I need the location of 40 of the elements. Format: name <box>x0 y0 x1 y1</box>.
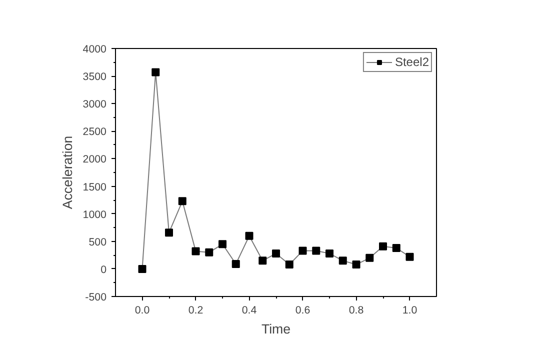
x-tick-label: 0.2 <box>188 304 204 316</box>
point <box>192 247 200 256</box>
x-tick-label: 0.0 <box>134 304 150 316</box>
point <box>218 240 226 248</box>
point <box>232 260 240 268</box>
point <box>165 228 173 237</box>
y-tick-label: 500 <box>88 236 107 248</box>
legend-label: Steel2 <box>394 55 429 69</box>
y-tick-label: -500 <box>85 292 107 304</box>
point <box>205 248 214 256</box>
y-tick-label: 3500 <box>82 71 107 84</box>
point <box>298 246 307 255</box>
point <box>406 252 414 261</box>
y-tick-label: 1000 <box>82 208 107 221</box>
point <box>272 250 280 258</box>
y-tick-label: 2000 <box>82 154 107 166</box>
point <box>338 256 347 265</box>
y-tick-label: 2500 <box>82 126 107 138</box>
y-tick-label: 0 <box>100 264 107 276</box>
y-axis-title: Acceleration <box>60 136 75 210</box>
y-tick-label: 4000 <box>82 44 107 56</box>
x-axis-title: Time <box>261 322 291 336</box>
point <box>178 197 186 206</box>
x-tick-label: 0.6 <box>295 304 310 316</box>
point <box>312 246 320 255</box>
point <box>258 256 267 265</box>
point <box>379 242 387 250</box>
x-tick-label: 0.8 <box>348 304 364 316</box>
x-tick-label: 0.4 <box>242 304 257 316</box>
point <box>285 260 294 269</box>
point <box>245 232 254 240</box>
point <box>366 254 374 262</box>
y-tick-label: 1500 <box>82 181 107 194</box>
point <box>352 260 360 269</box>
point <box>392 244 400 252</box>
point <box>138 264 146 273</box>
y-tick-label: 3000 <box>82 98 107 111</box>
x-tick-label: 1.0 <box>402 304 418 316</box>
point <box>152 68 160 76</box>
point <box>326 250 334 258</box>
